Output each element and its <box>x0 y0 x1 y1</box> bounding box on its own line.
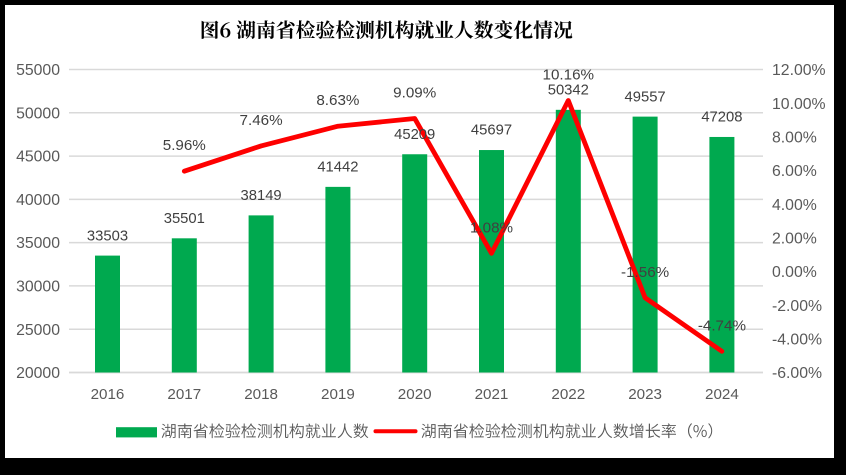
svg-text:49557: 49557 <box>625 89 666 105</box>
svg-text:2016: 2016 <box>91 386 125 403</box>
svg-text:35501: 35501 <box>164 211 205 227</box>
svg-text:9.09%: 9.09% <box>393 84 436 101</box>
svg-text:41442: 41442 <box>317 160 358 176</box>
svg-text:35000: 35000 <box>16 235 60 252</box>
svg-text:8.00%: 8.00% <box>772 129 817 146</box>
svg-text:2.00%: 2.00% <box>772 230 817 247</box>
svg-text:2023: 2023 <box>628 386 662 403</box>
svg-text:2022: 2022 <box>551 386 585 403</box>
svg-text:40000: 40000 <box>16 192 60 209</box>
svg-text:2018: 2018 <box>244 386 278 403</box>
svg-text:8.63%: 8.63% <box>316 92 359 109</box>
svg-text:5.96%: 5.96% <box>163 137 206 154</box>
svg-text:-1.56%: -1.56% <box>621 264 669 281</box>
svg-text:10.16%: 10.16% <box>543 66 595 83</box>
svg-text:45697: 45697 <box>471 123 512 139</box>
svg-text:-2.00%: -2.00% <box>772 298 822 315</box>
svg-text:38149: 38149 <box>241 188 282 204</box>
svg-text:2019: 2019 <box>321 386 355 403</box>
svg-text:7.46%: 7.46% <box>240 112 283 129</box>
svg-text:2021: 2021 <box>475 386 509 403</box>
svg-text:-4.74%: -4.74% <box>698 317 746 334</box>
svg-text:50342: 50342 <box>548 83 589 99</box>
svg-text:4.00%: 4.00% <box>772 197 817 214</box>
svg-text:30000: 30000 <box>16 279 60 296</box>
svg-text:47208: 47208 <box>701 110 742 126</box>
svg-text:55000: 55000 <box>16 62 60 79</box>
svg-text:2020: 2020 <box>398 386 432 403</box>
svg-text:33503: 33503 <box>87 228 128 244</box>
svg-text:6.00%: 6.00% <box>772 163 817 180</box>
svg-text:2024: 2024 <box>705 386 739 403</box>
svg-text:25000: 25000 <box>16 322 60 339</box>
svg-text:-4.00%: -4.00% <box>772 331 822 348</box>
svg-text:1.08%: 1.08% <box>470 219 513 236</box>
svg-text:45209: 45209 <box>394 127 435 143</box>
svg-text:2017: 2017 <box>167 386 201 403</box>
svg-text:-6.00%: -6.00% <box>772 365 822 382</box>
svg-text:45000: 45000 <box>16 149 60 166</box>
svg-text:12.00%: 12.00% <box>772 62 826 79</box>
svg-text:20000: 20000 <box>16 365 60 382</box>
svg-text:10.00%: 10.00% <box>772 96 826 113</box>
svg-text:0.00%: 0.00% <box>772 264 817 281</box>
svg-text:50000: 50000 <box>16 105 60 122</box>
